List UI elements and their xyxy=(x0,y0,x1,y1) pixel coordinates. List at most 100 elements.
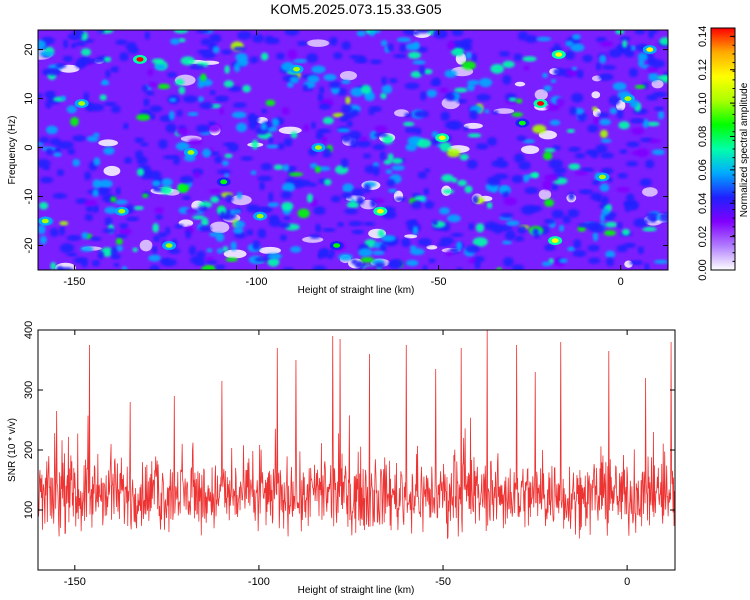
heatmap-blob xyxy=(574,153,586,159)
heatmap-blob xyxy=(145,90,155,96)
heatmap-blob xyxy=(562,215,571,224)
heatmap-blob xyxy=(133,205,144,211)
heatmap-blob xyxy=(176,127,188,136)
heatmap-blob xyxy=(313,206,326,215)
heatmap-blob xyxy=(658,212,668,223)
heatmap-blob xyxy=(630,150,645,156)
heatmap-blob xyxy=(201,217,209,227)
heatmap-blob xyxy=(601,64,616,71)
heatmap-blob xyxy=(615,30,625,35)
heatmap-blob xyxy=(358,248,373,257)
heatmap-hotspot xyxy=(624,96,632,101)
heatmap-blob xyxy=(93,204,99,214)
heatmap-blob xyxy=(233,46,246,52)
heatmap-blob xyxy=(349,54,361,60)
heatmap-blob xyxy=(496,267,503,270)
heatmap-blob xyxy=(119,52,129,62)
heatmap-blob xyxy=(329,36,338,46)
heatmap-blob xyxy=(503,197,517,206)
colorbar-tick-label: 0.10 xyxy=(697,92,709,113)
heatmap-blob xyxy=(235,209,241,214)
heatmap-blob xyxy=(624,203,631,213)
heatmap-blob xyxy=(189,64,205,70)
heatmap-blob xyxy=(268,218,282,227)
heatmap-blob xyxy=(45,148,53,156)
heatmap-blob xyxy=(648,138,661,144)
heatmap-blob xyxy=(125,216,140,222)
heatmap-blob xyxy=(513,53,523,62)
heatmap-blob xyxy=(363,221,375,226)
heatmap-hotspot xyxy=(376,208,384,214)
heatmap-blob xyxy=(113,262,120,268)
heatmap-blob xyxy=(591,179,601,186)
heatmap-blob xyxy=(601,208,610,216)
heatmap-blob xyxy=(236,191,243,200)
heatmap-blob xyxy=(72,158,81,167)
heatmap-blob xyxy=(80,245,94,252)
heatmap-blob xyxy=(209,232,219,237)
heatmap-blob xyxy=(389,77,398,84)
heatmap-blob xyxy=(363,265,378,270)
heatmap-blob xyxy=(252,240,261,251)
heatmap-blob xyxy=(616,109,624,119)
heatmap-blob xyxy=(341,192,353,200)
heatmap-blob xyxy=(517,31,529,41)
heatmap-blob xyxy=(419,91,427,101)
heatmap-blob xyxy=(260,163,272,171)
heatmap-blob xyxy=(314,165,321,174)
heatmap-blob xyxy=(322,116,334,125)
heatmap-y-tick-label: 0 xyxy=(23,144,35,150)
heatmap-blob xyxy=(412,60,426,65)
heatmap-blob xyxy=(404,112,412,118)
heatmap-blob xyxy=(38,39,47,50)
heatmap-hotspot xyxy=(220,179,228,185)
heatmap-blob xyxy=(381,234,396,242)
heatmap-blob xyxy=(524,186,539,194)
heatmap-blob xyxy=(464,185,473,194)
heatmap-blob xyxy=(466,159,478,170)
heatmap-blob xyxy=(590,223,605,233)
heatmap-blob xyxy=(99,94,107,101)
heatmap-blob xyxy=(396,37,412,43)
heatmap-blob xyxy=(67,33,83,41)
heatmap-blob xyxy=(468,222,475,231)
heatmap-blob xyxy=(232,102,247,108)
heatmap-blob xyxy=(254,257,269,262)
heatmap-blob xyxy=(200,38,212,46)
heatmap-blob xyxy=(628,67,639,78)
heatmap-blob xyxy=(608,95,620,106)
heatmap-blob xyxy=(598,73,614,81)
heatmap-blob xyxy=(598,54,607,64)
snr-x-tick-label: -100 xyxy=(248,576,270,588)
heatmap-blob xyxy=(89,236,102,241)
colorbar-ticks: 0.00 0.02 0.04 0.06 0.08 0.10 0.12 0.14 xyxy=(697,26,735,281)
heatmap-blob xyxy=(346,120,354,128)
heatmap-blob xyxy=(377,229,385,238)
heatmap-blob xyxy=(297,208,310,219)
heatmap-blob xyxy=(461,60,476,70)
heatmap-blob xyxy=(60,95,67,101)
heatmap-blob xyxy=(100,81,110,86)
heatmap-blob xyxy=(270,37,280,45)
heatmap-blob xyxy=(553,68,567,76)
heatmap-blob xyxy=(38,159,51,169)
heatmap-blob xyxy=(287,49,298,60)
heatmap-blob xyxy=(209,90,216,96)
heatmap-blob xyxy=(233,227,244,234)
heatmap-gap xyxy=(209,221,230,234)
heatmap-blob xyxy=(38,224,46,235)
heatmap-x-tick-label: -50 xyxy=(431,276,447,288)
heatmap-blob xyxy=(72,135,86,142)
heatmap-hotspot xyxy=(551,238,559,243)
heatmap-blob xyxy=(116,234,128,239)
heatmap-blob xyxy=(499,161,509,168)
heatmap-blob xyxy=(345,96,351,105)
heatmap-blob xyxy=(600,195,609,206)
heatmap-blob xyxy=(92,179,102,189)
heatmap-blob xyxy=(411,200,422,210)
snr-y-axis-label: SNR (10 * v/v) xyxy=(7,418,18,482)
heatmap-blob xyxy=(110,66,119,73)
heatmap-blob xyxy=(140,142,149,147)
heatmap-blob xyxy=(648,72,659,82)
heatmap-blob xyxy=(210,151,220,156)
